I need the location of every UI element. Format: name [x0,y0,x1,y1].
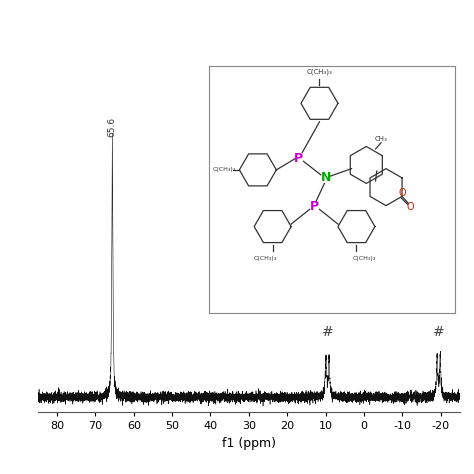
Text: C(CH₃)₃: C(CH₃)₃ [213,167,236,173]
Text: O: O [407,202,414,212]
Text: CH₃: CH₃ [375,136,387,142]
Text: C(CH₃)₃: C(CH₃)₃ [254,256,277,261]
Text: #: # [321,325,333,339]
Text: N: N [320,171,331,184]
Text: #: # [433,325,445,339]
Text: C(CH₃)₃: C(CH₃)₃ [307,68,332,74]
Text: 65.6: 65.6 [108,117,117,137]
Text: O: O [398,188,406,198]
Text: C(CH₃)₃: C(CH₃)₃ [352,256,375,261]
Text: P: P [294,152,303,165]
Text: P: P [310,201,319,213]
X-axis label: f1 (ppm): f1 (ppm) [222,437,276,450]
